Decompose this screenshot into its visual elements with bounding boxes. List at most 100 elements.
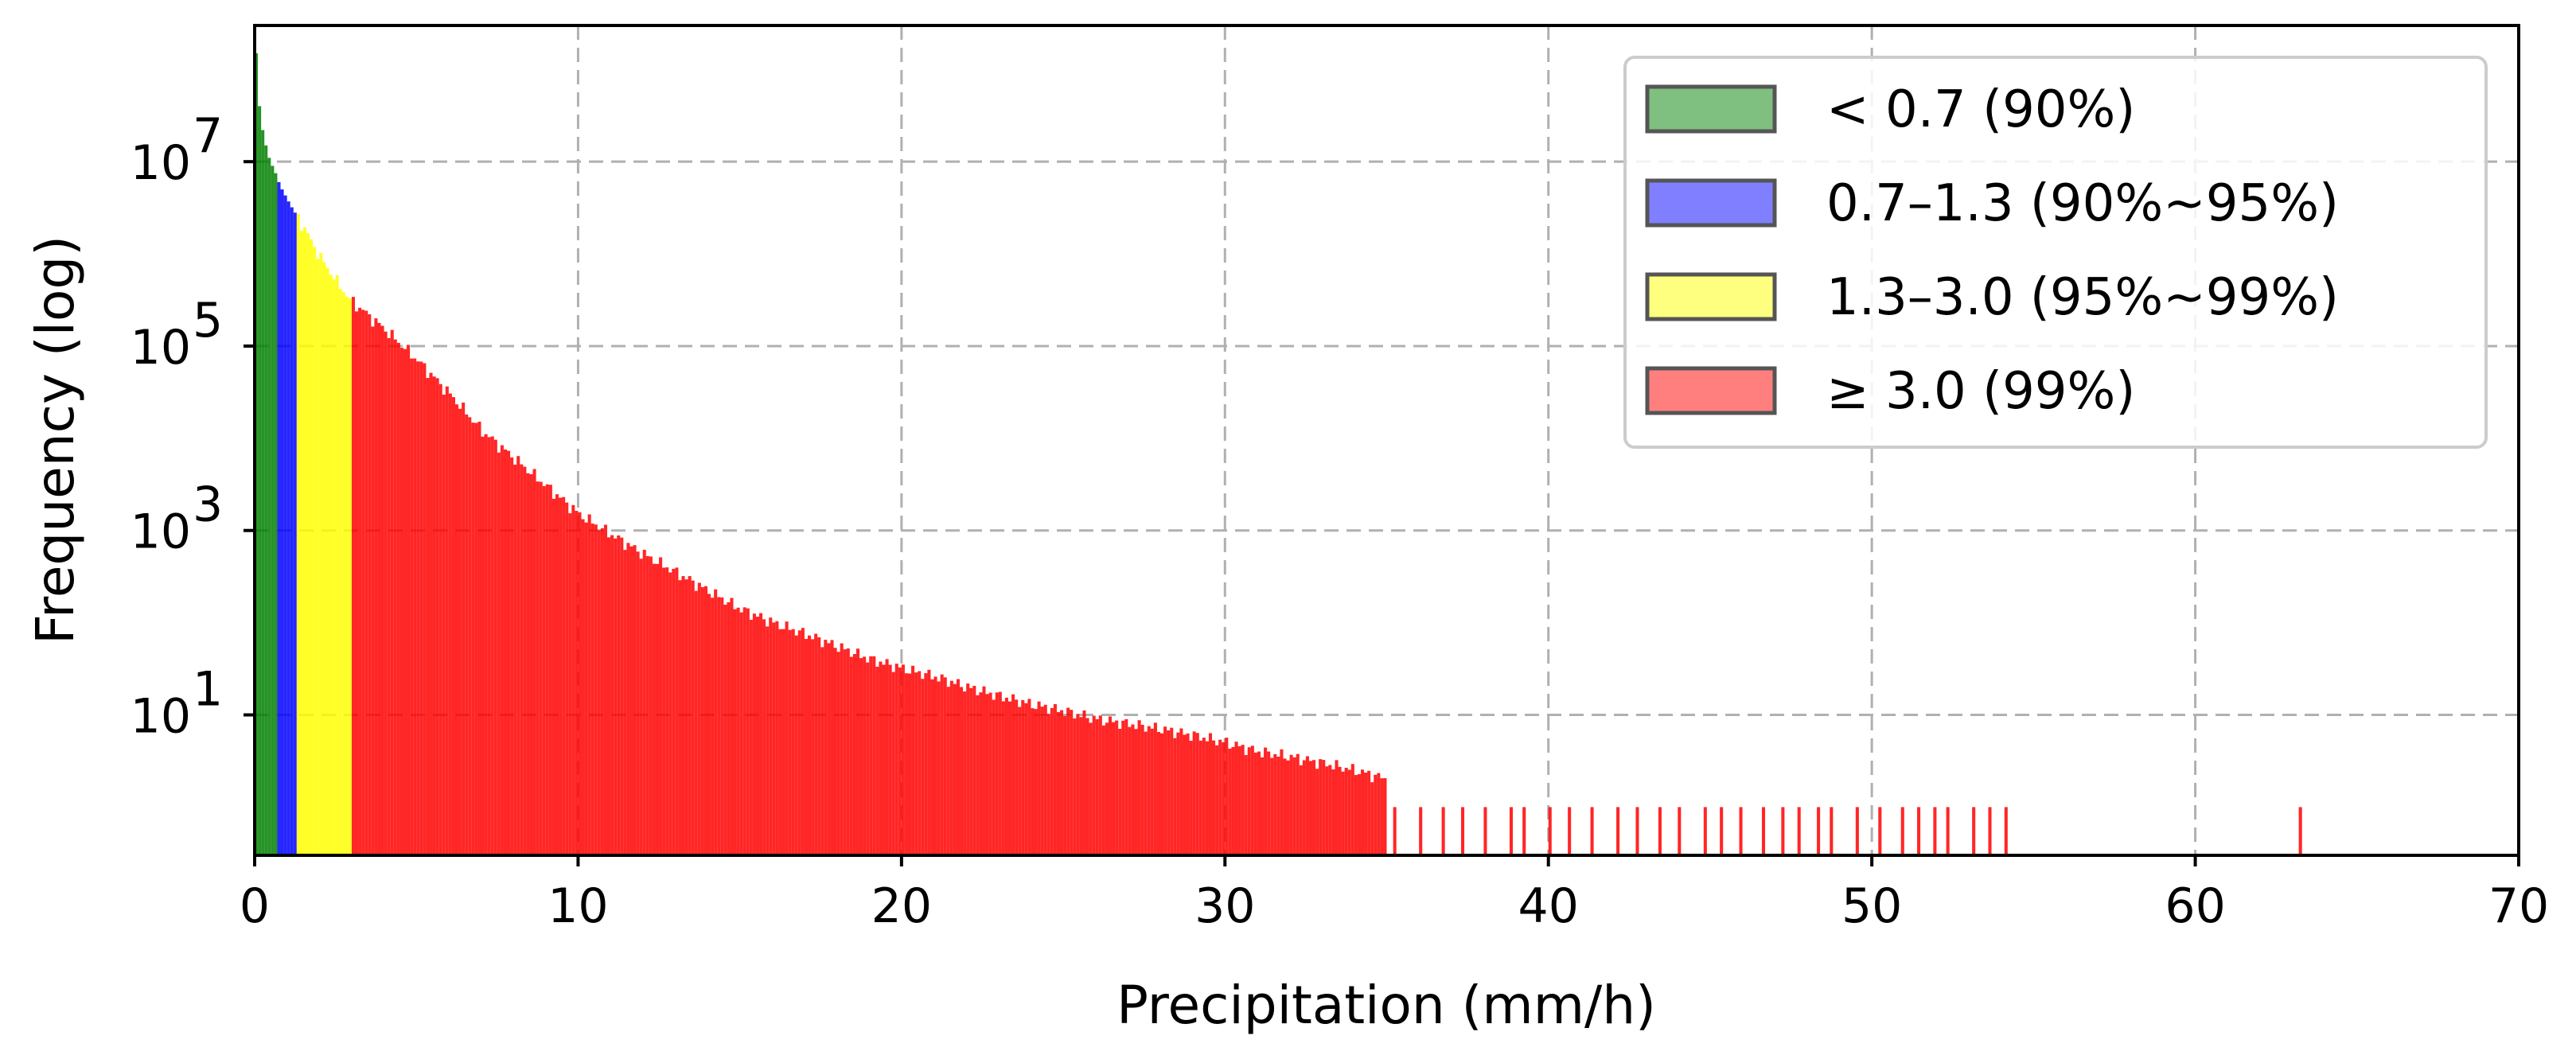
- histogram-bar: [1195, 733, 1199, 855]
- histogram-bar: [465, 414, 469, 855]
- histogram-bar: [607, 537, 611, 855]
- histogram-bar: [1315, 769, 1319, 855]
- histogram-bar: [846, 648, 850, 855]
- legend-swatch: [1645, 272, 1777, 321]
- histogram-bar: [1347, 769, 1351, 855]
- histogram-bar: [1046, 714, 1050, 855]
- histogram-bar: [568, 513, 572, 855]
- histogram-bar: [863, 656, 867, 855]
- histogram-bar: [1095, 718, 1099, 855]
- histogram-bar: [1331, 769, 1335, 855]
- histogram-bar: [429, 372, 433, 856]
- histogram-bar: [992, 699, 996, 855]
- histogram-bar: [520, 464, 524, 855]
- histogram-bar: [736, 607, 740, 855]
- histogram-bar: [1322, 760, 1326, 855]
- x-tick-label: 30: [1194, 878, 1255, 934]
- histogram-bar: [1037, 701, 1041, 855]
- histogram-bar: [316, 259, 320, 856]
- histogram-bar: [1257, 751, 1261, 855]
- histogram-bar: [1250, 746, 1254, 855]
- histogram-bar: [481, 436, 485, 855]
- histogram-bar: [1105, 722, 1109, 855]
- histogram-bar: [730, 598, 734, 855]
- histogram-bar: [752, 613, 756, 855]
- histogram-bar: [794, 635, 798, 855]
- histogram-bar: [280, 189, 284, 855]
- histogram-bar: [477, 421, 481, 855]
- histogram-bar: [603, 524, 608, 855]
- histogram-bar: [1419, 807, 1423, 855]
- histogram-bar: [1176, 732, 1180, 855]
- legend-label: 0.7–1.3 (90%~95%): [1826, 174, 2339, 233]
- histogram-bar: [1004, 697, 1008, 855]
- histogram-bar: [1308, 761, 1313, 855]
- histogram-bar: [1267, 751, 1271, 855]
- y-tick-label: 10: [131, 135, 191, 191]
- histogram-bar: [1855, 807, 1859, 855]
- histogram-bar: [1079, 717, 1083, 855]
- histogram-bar: [1070, 710, 1074, 855]
- y-tick-exponent: 7: [193, 108, 223, 164]
- histogram-bar: [1319, 759, 1323, 855]
- histogram-bar: [859, 658, 863, 855]
- histogram-bar: [435, 378, 439, 855]
- histogram-bar: [742, 607, 746, 855]
- histogram-bar: [1040, 707, 1044, 855]
- histogram-bar: [536, 481, 540, 855]
- histogram-bar: [1150, 728, 1154, 855]
- histogram-bar: [545, 484, 549, 855]
- histogram-bar: [1140, 724, 1144, 855]
- histogram-bar: [1024, 703, 1028, 855]
- histogram-bar: [914, 672, 918, 855]
- histogram-bar: [891, 672, 895, 855]
- histogram-bar: [403, 348, 407, 856]
- y-tick-label: 10: [131, 320, 191, 376]
- histogram-bar: [1189, 741, 1193, 855]
- histogram-bar: [1198, 740, 1202, 855]
- histogram-bar: [930, 679, 934, 855]
- histogram-bar: [801, 628, 805, 855]
- histogram-bar: [1720, 807, 1724, 855]
- histogram-bar: [335, 274, 339, 855]
- histogram-bar: [949, 680, 953, 855]
- histogram-bar: [448, 393, 452, 855]
- x-tick-label: 70: [2488, 878, 2549, 934]
- y-tick-exponent: 1: [193, 662, 223, 718]
- histogram-bar: [882, 664, 886, 855]
- histogram-bar: [364, 310, 368, 855]
- legend-swatch: [1645, 178, 1777, 228]
- histogram-bar: [1370, 782, 1374, 855]
- histogram-bar: [1441, 807, 1445, 855]
- histogram-bar: [849, 656, 853, 855]
- histogram-bar: [739, 612, 743, 855]
- histogram-bar: [510, 457, 514, 855]
- histogram-bar: [1273, 753, 1277, 855]
- histogram-bar: [885, 659, 889, 855]
- histogram-bar: [911, 665, 915, 855]
- histogram-bar: [720, 597, 724, 855]
- histogram-bar: [1092, 715, 1096, 855]
- histogram-bar: [267, 158, 271, 855]
- histogram-bar: [1350, 764, 1354, 855]
- histogram-bar: [636, 551, 640, 855]
- histogram-bar: [830, 640, 834, 855]
- histogram-bar: [551, 498, 555, 855]
- histogram-bar: [969, 687, 973, 855]
- histogram-bar: [354, 311, 359, 856]
- histogram-bar: [1237, 746, 1241, 855]
- histogram-bar: [1101, 725, 1105, 855]
- histogram-bar: [1192, 731, 1196, 855]
- histogram-bar: [1186, 733, 1190, 855]
- histogram-bar: [1021, 699, 1025, 855]
- histogram-bar: [1635, 807, 1639, 855]
- histogram-bar: [966, 683, 970, 855]
- histogram-bar: [995, 692, 999, 855]
- y-tick-label: 10: [131, 504, 191, 560]
- histogram-bar: [490, 436, 494, 855]
- histogram-bar: [1341, 771, 1345, 855]
- histogram-bar: [1001, 701, 1005, 855]
- histogram-bar: [274, 173, 278, 855]
- series-2-bars: [296, 213, 352, 856]
- histogram-bar: [797, 630, 801, 855]
